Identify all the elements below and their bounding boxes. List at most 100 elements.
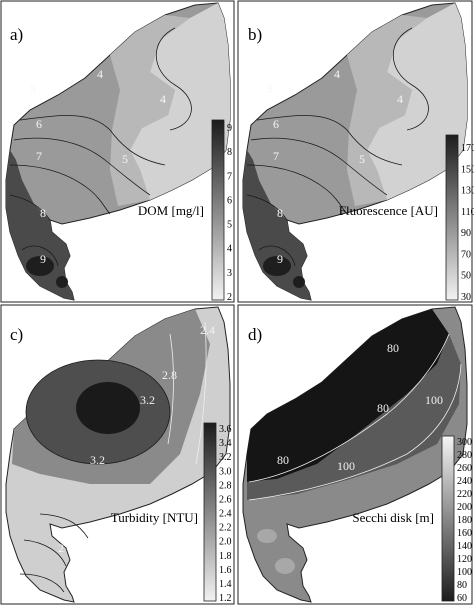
isoline-d-80 [248, 333, 450, 483]
colorbar-b [445, 134, 459, 301]
contour-label: 8 [40, 206, 46, 220]
contour-label: 5 [359, 152, 365, 166]
colorbar-tick-label: 9 [227, 123, 232, 134]
panel-a: a) 4 4 5 5 6 7 8 9 9 8 7 6 5 4 3 2 DOM [mg/l] [5, 2, 232, 303]
contour-labels-a: 4 4 5 5 6 7 8 9 [30, 67, 166, 266]
contour-label: 4 [334, 67, 340, 81]
isoline-b-7 [246, 164, 348, 215]
contour-labels-b: 4 4 5 5 6 7 8 9 [267, 67, 403, 266]
panel-label-c: c) [10, 325, 23, 344]
colorbar-tick-label: 3.6 [219, 424, 232, 435]
dom-hotspot-a [26, 256, 54, 276]
isoline-b-5 [256, 115, 403, 166]
colorbar-tick-label: 1.6 [219, 565, 232, 576]
contour-label: 4 [97, 67, 103, 81]
turb-core-c [76, 382, 140, 434]
contour-labels-c: 2.4 2.8 3.2 3.2 2 [58, 323, 215, 555]
contour-label: 4 [397, 92, 403, 106]
contour-label: 5 [267, 82, 273, 96]
panel-d: 80 80 100 80 100 d) 300 280 260 240 220 200 18… [242, 306, 472, 604]
isoline-d-100 [248, 363, 462, 501]
colorbar-ticks-c: 3.6 3.4 3.2 3.0 2.8 2.6 2.4 2.2 2.0 1.8 1.6 1.4 1.2 [219, 424, 232, 604]
contour-label: 4 [160, 92, 166, 106]
dom-mid-zone-a [110, 15, 190, 206]
isoline-c-14 [23, 539, 67, 567]
colorbar-tick-label: 200 [457, 502, 472, 513]
contour-label: 100 [425, 393, 443, 407]
isoline-b-9 [258, 245, 296, 267]
contour-label: 8 [277, 206, 283, 220]
colorbar-tick-label: 2 [227, 292, 232, 303]
colorbar-tick-label: 3 [227, 268, 232, 279]
colorbar-d [441, 435, 455, 602]
fluor-hotspot2-b [293, 276, 305, 288]
panel-label-b: b) [248, 25, 262, 44]
colorbar-tick-label: 2.8 [219, 480, 232, 491]
contour-label: 3.2 [90, 453, 105, 467]
colorbar-tick-label: 280 [457, 450, 472, 461]
isoline-a-4 [155, 27, 192, 131]
dom-hotspot2-a [56, 276, 68, 288]
isoline-c-24 [195, 321, 207, 465]
colorbar-tick-label: 7 [227, 171, 232, 182]
fluor-mid-zone-b [347, 15, 427, 206]
contour-label: 80 [277, 453, 289, 467]
contour-label: 3.2 [140, 393, 155, 407]
isoline-a-9 [21, 245, 59, 267]
secchi-dark-zone-d [247, 309, 449, 482]
colorbar-tick-label: 8 [227, 147, 232, 158]
panel-label-d: d) [248, 325, 262, 344]
colorbar-tick-label: 5 [227, 220, 232, 231]
contour-label: 6 [36, 117, 42, 131]
colorbar-tick-label: 240 [457, 476, 472, 487]
colorbar-tick-label: 2.6 [219, 494, 232, 505]
colorbar-tick-label: 170 [461, 143, 474, 154]
contour-label: 100 [337, 459, 355, 473]
fluor-light-zone-b [367, 3, 467, 200]
colorbar-c [203, 422, 217, 602]
colorbar-a [211, 119, 225, 301]
isoline-c-16 [39, 513, 89, 539]
contour-label: 5 [30, 82, 36, 96]
contour-label: 7 [273, 149, 279, 163]
colorbar-tick-label: 3.0 [219, 466, 232, 477]
contour-label: 6 [273, 117, 279, 131]
colorbar-tick-label: 220 [457, 489, 472, 500]
panel-label-a: a) [10, 25, 23, 44]
isoline-b-4 [392, 27, 429, 131]
colorbar-tick-label: 2.0 [219, 537, 232, 548]
variable-label-c: Turbidity [NTU] [111, 510, 198, 525]
colorbar-tick-label: 3.4 [219, 438, 232, 449]
colorbar-tick-label: 6 [227, 195, 232, 206]
colorbar-tick-label: 60 [457, 593, 467, 604]
contour-labels-d: 80 80 100 80 100 [277, 341, 443, 473]
contour-label: 9 [277, 252, 283, 266]
colorbar-tick-label: 260 [457, 463, 472, 474]
contour-label: 2.4 [200, 323, 215, 337]
contour-label: 2.8 [162, 368, 177, 382]
panel-c: 2.4 2.8 3.2 3.2 2 c) 3.6 3.4 3.2 3.0 2.8 2.6 2… [5, 306, 232, 604]
contour-label: 5 [122, 152, 128, 166]
isoline-b-6 [250, 137, 388, 196]
colorbar-tick-label: 1.2 [219, 593, 232, 604]
variable-label-b: Fluorescence [AU] [339, 203, 438, 218]
colorbar-tick-label: 150 [461, 164, 474, 175]
colorbar-tick-label: 160 [457, 528, 472, 539]
colorbar-tick-label: 1.4 [219, 579, 232, 590]
colorbar-tick-label: 4 [227, 244, 232, 255]
secchi-light-spot2-d [275, 558, 295, 574]
isoline-c-28 [167, 333, 174, 445]
contour-label: 9 [40, 252, 46, 266]
panel-b: 4 4 5 5 6 7 8 9 b) 17015013011090705030 … [242, 2, 474, 303]
colorbar-tick-label: 2.4 [219, 509, 232, 520]
secchi-mid-zone-d [247, 334, 461, 500]
colorbar-tick-label: 120 [457, 554, 472, 565]
colorbar-tick-label: 70 [461, 249, 471, 260]
colorbar-ticks-b: 170 150 130 110 90 70 50 30 [461, 143, 474, 303]
secchi-light-spot1-d [257, 529, 277, 543]
variable-label-a: DOM [mg/l] [138, 203, 204, 218]
variable-label-d: Secchi disk [m] [352, 510, 434, 525]
contour-label: 7 [36, 149, 42, 163]
contour-label: 80 [377, 401, 389, 415]
